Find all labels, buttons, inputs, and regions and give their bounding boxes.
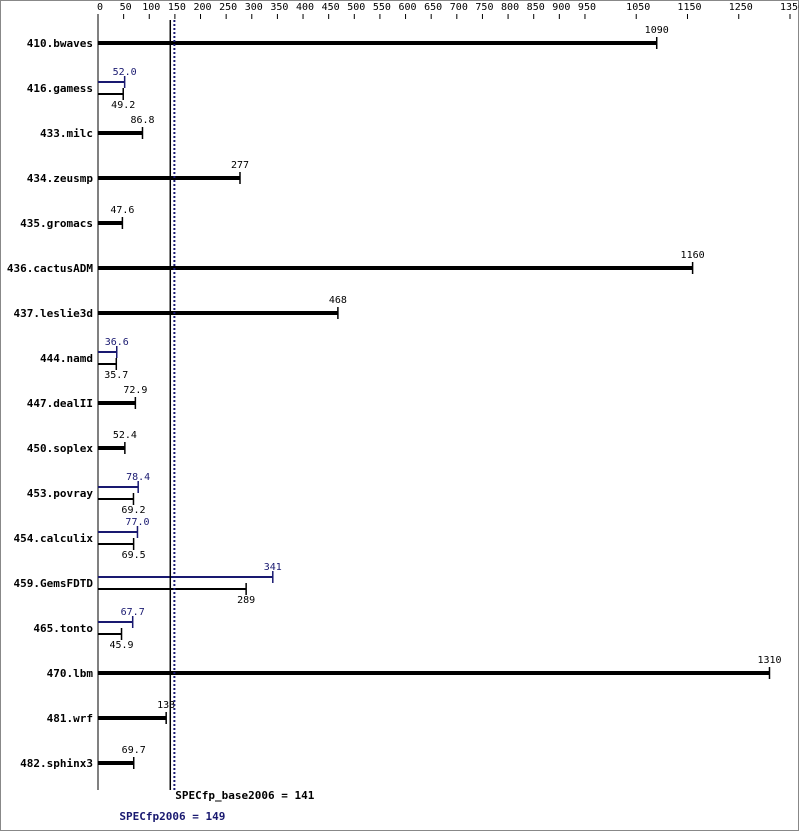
x-tick-label: 750 [475,2,493,13]
category-label: 436.cactusADM [7,262,93,275]
category-label: 447.dealII [27,397,93,410]
x-tick-label: 700 [450,2,468,13]
x-tick-label: 0 [97,2,103,13]
x-tick-label: 650 [424,2,442,13]
x-tick-label: 200 [193,2,211,13]
x-tick-label: 350 [270,2,288,13]
value-label: 35.7 [104,370,128,381]
x-tick-label: 300 [245,2,263,13]
category-label: 454.calculix [14,532,94,545]
x-tick-label: 400 [296,2,314,13]
value-label: 78.4 [126,472,150,483]
value-label: 49.2 [111,100,135,111]
category-label: 481.wrf [47,712,93,725]
value-label: 1090 [645,25,669,36]
value-label: 45.9 [109,640,133,651]
value-label: 289 [237,595,255,606]
x-tick-label: 1050 [626,2,650,13]
x-tick-label: 600 [399,2,417,13]
value-label: 468 [329,295,347,306]
value-label: 52.4 [113,430,137,441]
category-label: 437.leslie3d [14,307,93,320]
category-label: 450.soplex [27,442,94,455]
value-label: 67.7 [121,607,145,618]
category-label: 482.sphinx3 [20,757,93,770]
value-label: 77.0 [125,517,149,528]
value-label: 133 [157,700,175,711]
value-label: 36.6 [105,337,129,348]
category-label: 435.gromacs [20,217,93,230]
x-tick-label: 150 [168,2,186,13]
x-tick-label: 500 [347,2,365,13]
value-label: 1160 [681,250,705,261]
reference-label: SPECfp_base2006 = 141 [175,789,314,802]
value-label: 47.6 [110,205,134,216]
category-label: 433.milc [40,127,93,140]
value-label: 69.2 [121,505,145,516]
value-label: 72.9 [123,385,147,396]
x-tick-label: 250 [219,2,237,13]
x-tick-label: 100 [142,2,160,13]
value-label: 1310 [757,655,781,666]
x-tick-label: 550 [373,2,391,13]
x-tick-label: 450 [322,2,340,13]
value-label: 86.8 [130,115,154,126]
reference-label: SPECfp2006 = 149 [119,810,225,823]
value-label: 277 [231,160,249,171]
category-label: 410.bwaves [27,37,93,50]
x-tick-label: 950 [578,2,596,13]
category-label: 465.tonto [33,622,93,635]
x-tick-label: 1350 [780,2,799,13]
value-label: 52.0 [113,67,137,78]
x-tick-label: 900 [552,2,570,13]
category-label: 470.lbm [47,667,94,680]
x-tick-label: 50 [120,2,132,13]
x-tick-label: 1150 [677,2,701,13]
value-label: 69.7 [122,745,146,756]
category-label: 416.gamess [27,82,93,95]
category-label: 434.zeusmp [27,172,94,185]
category-label: 453.povray [27,487,94,500]
x-tick-label: 850 [527,2,545,13]
value-label: 341 [264,562,282,573]
value-label: 69.5 [122,550,146,561]
category-label: 459.GemsFDTD [14,577,94,590]
category-label: 444.namd [40,352,93,365]
x-tick-label: 1250 [729,2,753,13]
x-tick-label: 800 [501,2,519,13]
